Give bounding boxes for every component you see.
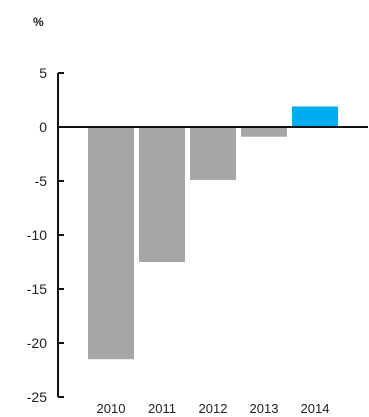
- x-tick-label: 2012: [199, 401, 228, 416]
- x-tick-label: 2010: [97, 401, 126, 416]
- y-tick-label: -10: [27, 227, 47, 243]
- y-tick-label: -25: [27, 389, 47, 405]
- x-tick-label: 2013: [250, 401, 279, 416]
- y-tick-label: -20: [27, 335, 47, 351]
- bar-2013: [241, 127, 287, 137]
- y-tick-label: -5: [35, 173, 48, 189]
- x-tick-label: 2011: [148, 401, 176, 416]
- x-tick-labels: 2010 2011 2012 2013 2014: [97, 401, 330, 416]
- unit-label: %: [33, 15, 44, 29]
- y-tick-label: 0: [39, 119, 47, 135]
- bar-2010: [88, 127, 134, 360]
- x-tick-label: 2014: [301, 401, 330, 416]
- y-axis: 5 0 -5 -10 -15 -20 -25: [27, 65, 64, 405]
- y-tick-label: 5: [39, 65, 47, 81]
- bars: [88, 106, 338, 360]
- y-tick-label: -15: [27, 281, 47, 297]
- bar-2014: [292, 106, 338, 127]
- bar-2012: [190, 127, 236, 180]
- bar-2011: [139, 127, 185, 262]
